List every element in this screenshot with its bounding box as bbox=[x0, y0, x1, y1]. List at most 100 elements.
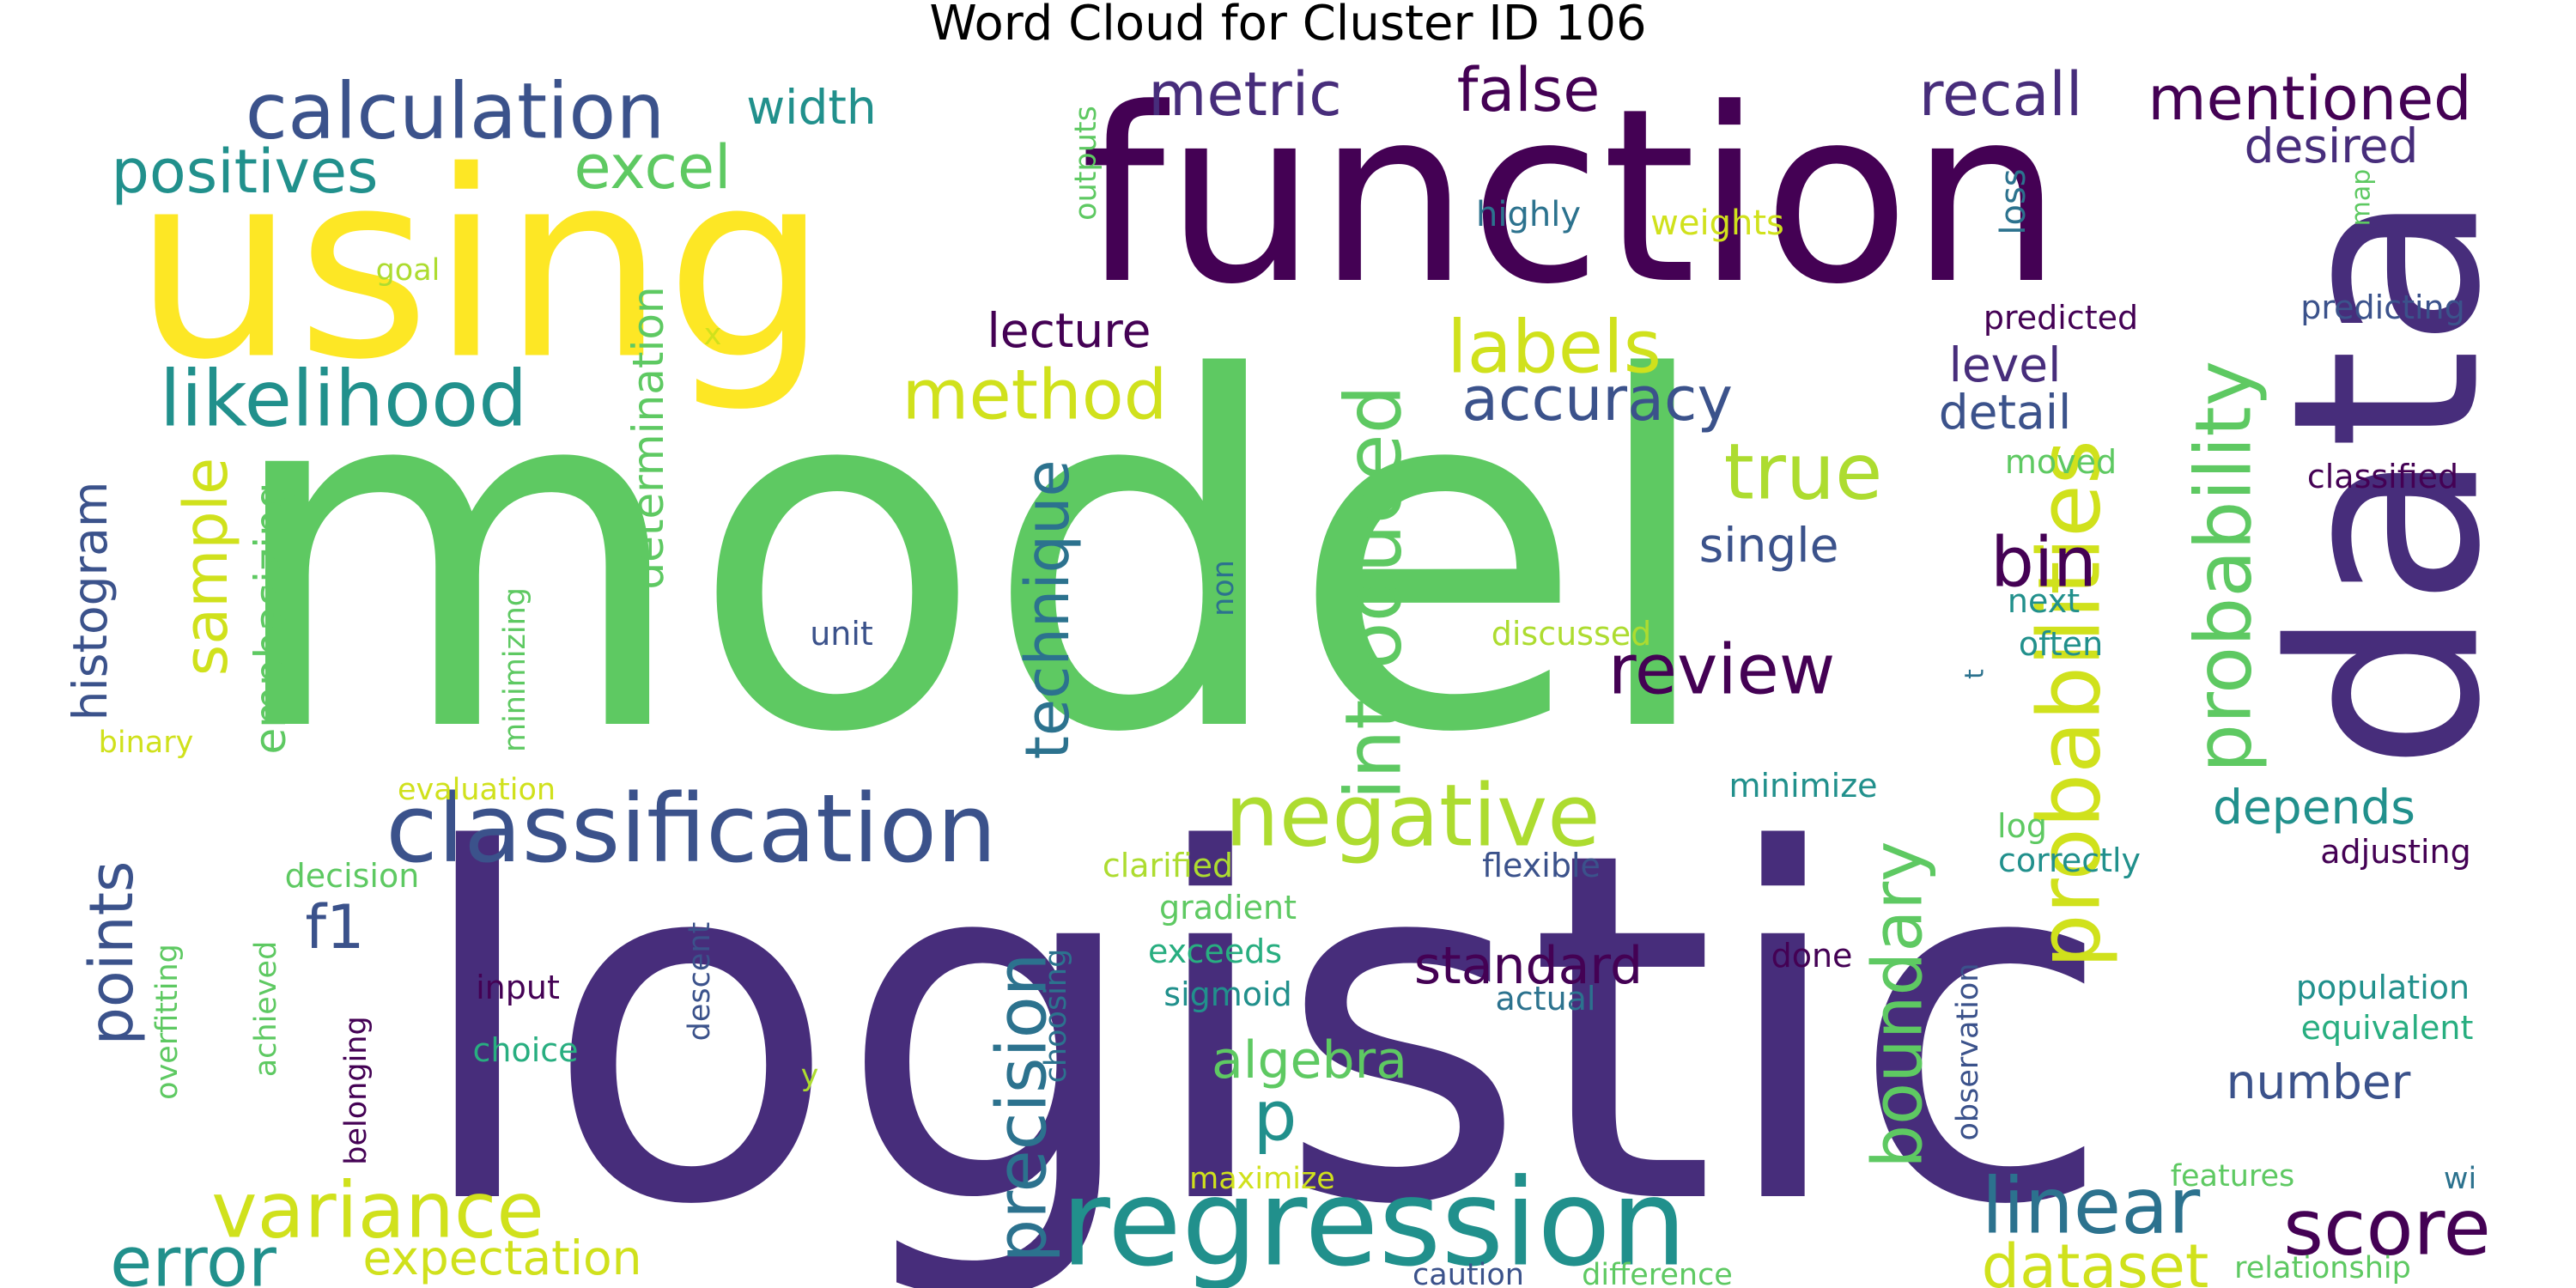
word-map: map bbox=[2347, 169, 2377, 227]
word-positives: positives bbox=[111, 137, 378, 207]
word-function: function bbox=[1080, 58, 2063, 337]
word-true: true bbox=[1724, 428, 1883, 518]
word-done: done bbox=[1771, 937, 1853, 975]
word-clarified: clarified bbox=[1103, 847, 1233, 884]
word-probabilities: probabilities bbox=[2020, 440, 2120, 969]
word-minimize: minimize bbox=[1728, 767, 1877, 805]
word-metric: metric bbox=[1148, 59, 1341, 130]
word-log: log bbox=[1997, 807, 2047, 845]
word-x: x bbox=[704, 318, 722, 352]
word-next: next bbox=[2008, 582, 2080, 620]
word-sigmoid: sigmoid bbox=[1163, 975, 1291, 1013]
word-lecture: lecture bbox=[987, 303, 1151, 358]
word-binary: binary bbox=[99, 726, 194, 760]
word-predicting: predicting bbox=[2300, 289, 2465, 326]
word-goal: goal bbox=[376, 253, 440, 288]
word-boundary: boundary bbox=[1858, 841, 1938, 1168]
word-relationship: relationship bbox=[2234, 1251, 2411, 1285]
word-introduced: introduced bbox=[1329, 385, 1419, 800]
word-number: number bbox=[2227, 1054, 2411, 1109]
word-caution: caution bbox=[1413, 1258, 1524, 1288]
word-features: features bbox=[2171, 1159, 2295, 1194]
word-single: single bbox=[1699, 518, 1839, 573]
word-p: p bbox=[1254, 1077, 1297, 1157]
word-outputs: outputs bbox=[1069, 106, 1103, 221]
word-gradient: gradient bbox=[1159, 889, 1297, 927]
word-bin: bin bbox=[1990, 523, 2097, 603]
word-variance: variance bbox=[211, 1166, 544, 1256]
word-technique: technique bbox=[1012, 459, 1083, 759]
word-t: t bbox=[1960, 669, 1990, 679]
word-depends: depends bbox=[2213, 780, 2415, 835]
word-discussed: discussed bbox=[1492, 615, 1652, 653]
word-score: score bbox=[2283, 1183, 2491, 1273]
word-belonging: belonging bbox=[339, 1016, 374, 1164]
word-weights: weights bbox=[1650, 204, 1784, 243]
word-flexible: flexible bbox=[1482, 847, 1601, 884]
word-precision: precision bbox=[982, 953, 1062, 1263]
word-predicted: predicted bbox=[1984, 299, 2138, 337]
word-exceeds: exceeds bbox=[1148, 933, 1282, 970]
word-desired: desired bbox=[2245, 118, 2419, 173]
word-classification: classification bbox=[386, 774, 997, 884]
word-highly: highly bbox=[1476, 195, 1581, 234]
word-level: level bbox=[1949, 337, 2062, 392]
word-unit: unit bbox=[810, 615, 873, 653]
figure-title: Word Cloud for Cluster ID 106 bbox=[929, 0, 1647, 52]
word-emphasizing: emphasizing bbox=[246, 482, 295, 754]
word-choice: choice bbox=[472, 1031, 578, 1069]
word-labels: labels bbox=[1447, 306, 1662, 391]
word-excel: excel bbox=[574, 132, 731, 203]
word-actual: actual bbox=[1495, 980, 1595, 1018]
word-recall: recall bbox=[1919, 59, 2083, 130]
word-regression: regression bbox=[1060, 1154, 1686, 1288]
word-achieved: achieved bbox=[249, 941, 283, 1078]
word-adjusting: adjusting bbox=[2320, 833, 2471, 871]
word-correctly: correctly bbox=[1998, 841, 2141, 879]
word-non: non bbox=[1206, 560, 1241, 617]
word-algebra: algebra bbox=[1212, 1030, 1407, 1091]
word-false: false bbox=[1457, 55, 1601, 125]
word-width: width bbox=[746, 80, 877, 135]
word-decision: decision bbox=[285, 857, 420, 895]
word-expectation: expectation bbox=[362, 1230, 641, 1285]
word-often: often bbox=[2019, 625, 2103, 663]
word-f1: f1 bbox=[305, 892, 364, 963]
word-maximize: maximize bbox=[1189, 1162, 1335, 1196]
word-error: error bbox=[110, 1223, 276, 1288]
word-determination: determination bbox=[623, 286, 673, 589]
word-calculation: calculation bbox=[246, 67, 665, 157]
word-evaluation: evaluation bbox=[398, 773, 556, 807]
word-y: y bbox=[801, 1059, 819, 1093]
word-linear: linear bbox=[1982, 1162, 2201, 1252]
word-difference: difference bbox=[1582, 1258, 1733, 1288]
word-overfitting: overfitting bbox=[150, 944, 185, 1100]
word-wi: wi bbox=[2444, 1162, 2476, 1196]
word-equivalent: equivalent bbox=[2301, 1009, 2474, 1047]
word-data: data bbox=[2238, 191, 2537, 771]
word-sample: sample bbox=[171, 458, 241, 677]
word-detail: detail bbox=[1939, 385, 2072, 440]
word-negative: negative bbox=[1224, 766, 1600, 866]
word-moved: moved bbox=[2005, 443, 2117, 481]
word-loss: loss bbox=[1994, 168, 2033, 234]
word-standard: standard bbox=[1414, 936, 1643, 996]
word-histogram: histogram bbox=[63, 482, 118, 721]
word-points: points bbox=[76, 861, 147, 1046]
word-model: model bbox=[222, 278, 1719, 838]
word-accuracy: accuracy bbox=[1461, 364, 1733, 434]
word-review: review bbox=[1608, 630, 1836, 710]
word-method: method bbox=[902, 355, 1168, 435]
word-observation: observation bbox=[1951, 963, 1985, 1141]
word-population: population bbox=[2296, 969, 2470, 1006]
word-using: using bbox=[133, 117, 829, 416]
word-logistic: logistic bbox=[410, 750, 2114, 1288]
word-mentioned: mentioned bbox=[2148, 64, 2471, 134]
word-choosing: choosing bbox=[1039, 949, 1073, 1084]
word-descent: descent bbox=[683, 922, 717, 1042]
word-minimizing: minimizing bbox=[498, 587, 532, 752]
word-likelihood: likelihood bbox=[160, 355, 528, 445]
word-input: input bbox=[476, 969, 560, 1006]
